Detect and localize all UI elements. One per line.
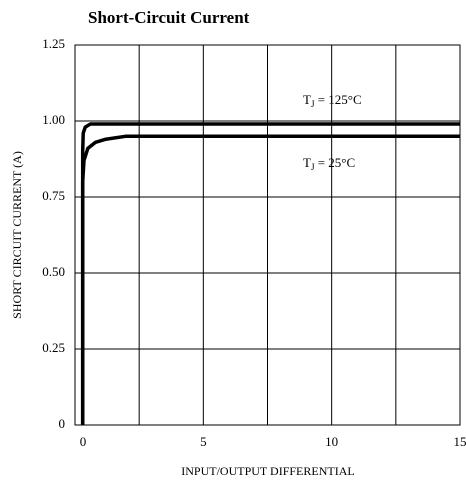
y-tick-label: 1.25 xyxy=(42,36,65,51)
annotation: TJ = 125°C xyxy=(303,92,362,109)
y-tick-label: 1.00 xyxy=(42,112,65,127)
annotation-part: = 25°C xyxy=(314,155,355,170)
x-tick-label: 5 xyxy=(200,434,207,449)
chart-title: Short-Circuit Current xyxy=(88,8,250,27)
y-tick-label: 0.50 xyxy=(42,264,65,279)
annotation-part: T xyxy=(303,155,311,170)
x-tick-label: 0 xyxy=(80,434,87,449)
y-tick-label: 0.75 xyxy=(42,188,65,203)
x-tick-label: 15 xyxy=(454,434,466,449)
line-series xyxy=(80,122,460,425)
x-tick-label: 10 xyxy=(325,434,338,449)
annotation-part: T xyxy=(303,92,311,107)
annotation: TJ = 25°C xyxy=(303,155,355,172)
annotation-part: J xyxy=(311,99,315,109)
y-tick-label: 0.25 xyxy=(42,340,65,355)
y-axis-label: SHORT CIRCUIT CURRENT (A) xyxy=(10,151,24,319)
y-tick-label: 0 xyxy=(59,416,66,431)
annotation-part: J xyxy=(311,162,315,172)
line-series xyxy=(80,134,460,425)
annotation-part: = 125°C xyxy=(314,92,361,107)
x-axis-label: INPUT/OUTPUT DIFFERENTIAL xyxy=(181,464,354,478)
